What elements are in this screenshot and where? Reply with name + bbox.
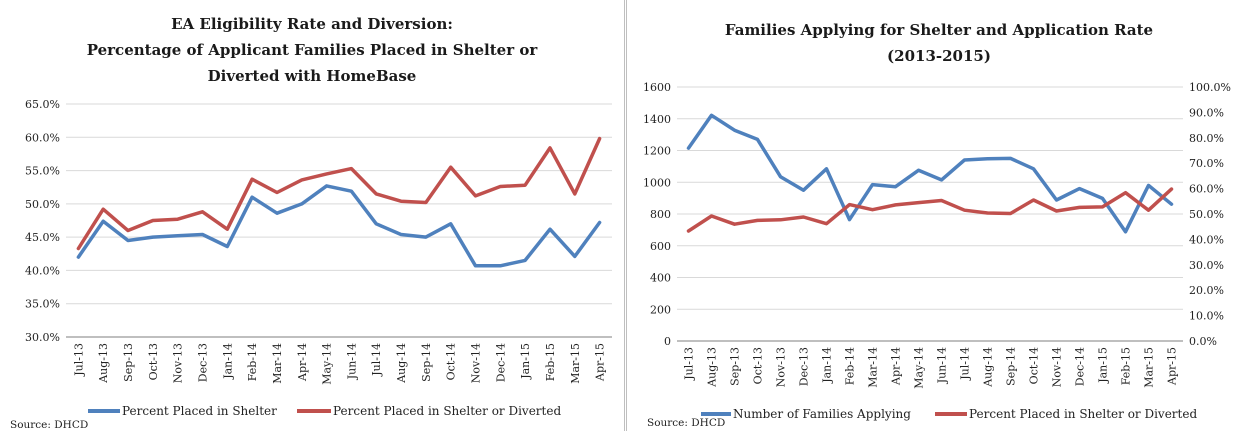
right-y2-tick-label: 30.0% [1189,259,1224,272]
chart-left-title-line-2: Percentage of Applicant Families Placed … [87,41,539,59]
right-x-tick-label: Apr-15 [1166,347,1179,386]
right-y-tick-label: 600 [650,240,671,253]
right-x-tick-label: Sep-13 [729,347,742,386]
left-x-tick-label: Jun-14 [345,343,358,380]
left-y-tick-label: 50.0% [25,198,60,211]
chart-left-title-line-3: Diverted with HomeBase [208,67,417,85]
left-x-tick-label: May-14 [321,343,334,385]
left-x-tick-label: Aug-14 [395,343,408,384]
left-x-tick-label: Nov-14 [470,343,483,383]
right-y-tick-label: 1000 [643,176,671,189]
right-y2-tick-label: 90.0% [1189,106,1224,119]
chart-right-title-line-2: (2013-2015) [887,47,991,65]
left-series-line-0 [76,184,602,268]
right-x-tick-label: Oct-14 [1028,347,1041,384]
right-x-tick-label: Jul-14 [959,347,972,381]
right-x-tick-label: Aug-13 [706,347,719,388]
right-x-tick-label: Jan-14 [821,347,834,384]
right-x-tick-label: May-14 [913,347,926,389]
right-series-line-0 [686,113,1174,234]
legend-label-shelter: Percent Placed in Shelter [122,404,277,418]
right-x-tick-label: Nov-13 [775,347,788,387]
right-y2-tick-label: 10.0% [1189,310,1224,323]
chart-right-source: Source: DHCD [647,417,725,429]
left-series-line-1 [76,136,602,251]
right-x-tick-label: Dec-13 [798,347,811,386]
left-x-tick-label: Dec-14 [494,343,507,382]
left-y-tick-label: 40.0% [25,264,60,277]
left-x-tick-label: Nov-13 [172,343,185,383]
left-x-tick-label: Mar-15 [569,343,582,384]
right-y-tick-label: 1400 [643,113,671,126]
right-y2-tick-label: 100.0% [1189,81,1231,94]
right-y2-tick-label: 80.0% [1189,132,1224,145]
right-y2-tick-label: 60.0% [1189,183,1224,196]
right-x-tick-label: Apr-14 [890,347,903,386]
left-x-tick-label: Jul-13 [72,343,85,377]
left-y-tick-label: 65.0% [25,98,60,111]
right-y2-tick-label: 50.0% [1189,208,1224,221]
chart-left-source: Source: DHCD [10,419,88,431]
right-y-tick-label: 0 [664,335,671,348]
right-x-tick-label: Jan-15 [1097,347,1110,384]
chart-right-legend: Number of Families Applying Percent Plac… [701,407,1197,421]
right-x-tick-label: Aug-14 [982,347,995,388]
chart-right-title-line-1: Families Applying for Shelter and Applic… [725,21,1153,39]
right-x-tick-label: Jun-14 [936,347,949,384]
left-x-tick-label: Oct-14 [445,343,458,380]
left-x-tick-label: Dec-13 [197,343,210,382]
left-x-tick-label: Apr-14 [296,343,309,382]
left-x-tick-label: Sep-14 [420,343,433,382]
left-x-tick-label: Oct-13 [147,343,160,380]
right-series-line-1 [686,187,1174,233]
right-x-tick-label: Oct-13 [752,347,765,384]
right-x-tick-label: Jul-13 [683,347,696,381]
right-y-tick-label: 200 [650,303,671,316]
right-y2-tick-label: 70.0% [1189,157,1224,170]
right-x-tick-label: Sep-14 [1005,347,1018,386]
right-y-tick-label: 1200 [643,145,671,158]
chart-left-panel: EA Eligibility Rate and Diversion: Perce… [10,0,625,431]
right-y-tick-label: 1600 [643,81,671,94]
left-y-tick-label: 35.0% [25,298,60,311]
right-x-tick-label: Mar-15 [1143,347,1156,388]
left-y-tick-label: 55.0% [25,165,60,178]
left-x-tick-label: Aug-13 [97,343,110,384]
left-x-tick-label: Sep-13 [122,343,135,382]
chart-left-title-line-1: EA Eligibility Rate and Diversion: [171,15,453,33]
legend-label-diverted: Percent Placed in Shelter or Diverted [333,404,561,418]
legend-label-families: Number of Families Applying [733,407,911,421]
right-x-tick-label: Nov-14 [1051,347,1064,387]
right-x-tick-label: Dec-14 [1074,347,1087,386]
right-x-tick-label: Mar-14 [867,347,880,388]
left-x-tick-label: Feb-14 [246,343,259,381]
left-x-tick-label: Jan-14 [221,343,234,380]
right-y2-tick-label: 0.0% [1189,335,1217,348]
legend-label-diverted-right: Percent Placed in Shelter or Diverted [969,407,1197,421]
left-x-tick-label: Feb-15 [544,343,557,381]
right-y-tick-label: 800 [650,208,671,221]
left-y-tick-label: 60.0% [25,131,60,144]
left-x-tick-label: Jan-15 [519,343,532,380]
right-y2-tick-label: 20.0% [1189,284,1224,297]
chart-right-panel: Families Applying for Shelter and Applic… [626,0,1250,431]
left-y-tick-label: 45.0% [25,231,60,244]
chart-left-legend: Percent Placed in Shelter Percent Placed… [88,404,561,418]
chart-right: Families Applying for Shelter and Applic… [643,21,1231,429]
right-y-tick-label: 400 [650,272,671,285]
right-x-tick-label: Feb-15 [1120,347,1133,385]
left-x-tick-label: Mar-14 [271,343,284,384]
right-y2-tick-label: 40.0% [1189,233,1224,246]
left-y-tick-label: 30.0% [25,331,60,344]
right-x-tick-label: Feb-14 [844,347,857,385]
chart-left: EA Eligibility Rate and Diversion: Perce… [10,15,612,431]
left-x-tick-label: Apr-15 [594,343,607,382]
left-x-tick-label: Jul-14 [370,343,383,377]
